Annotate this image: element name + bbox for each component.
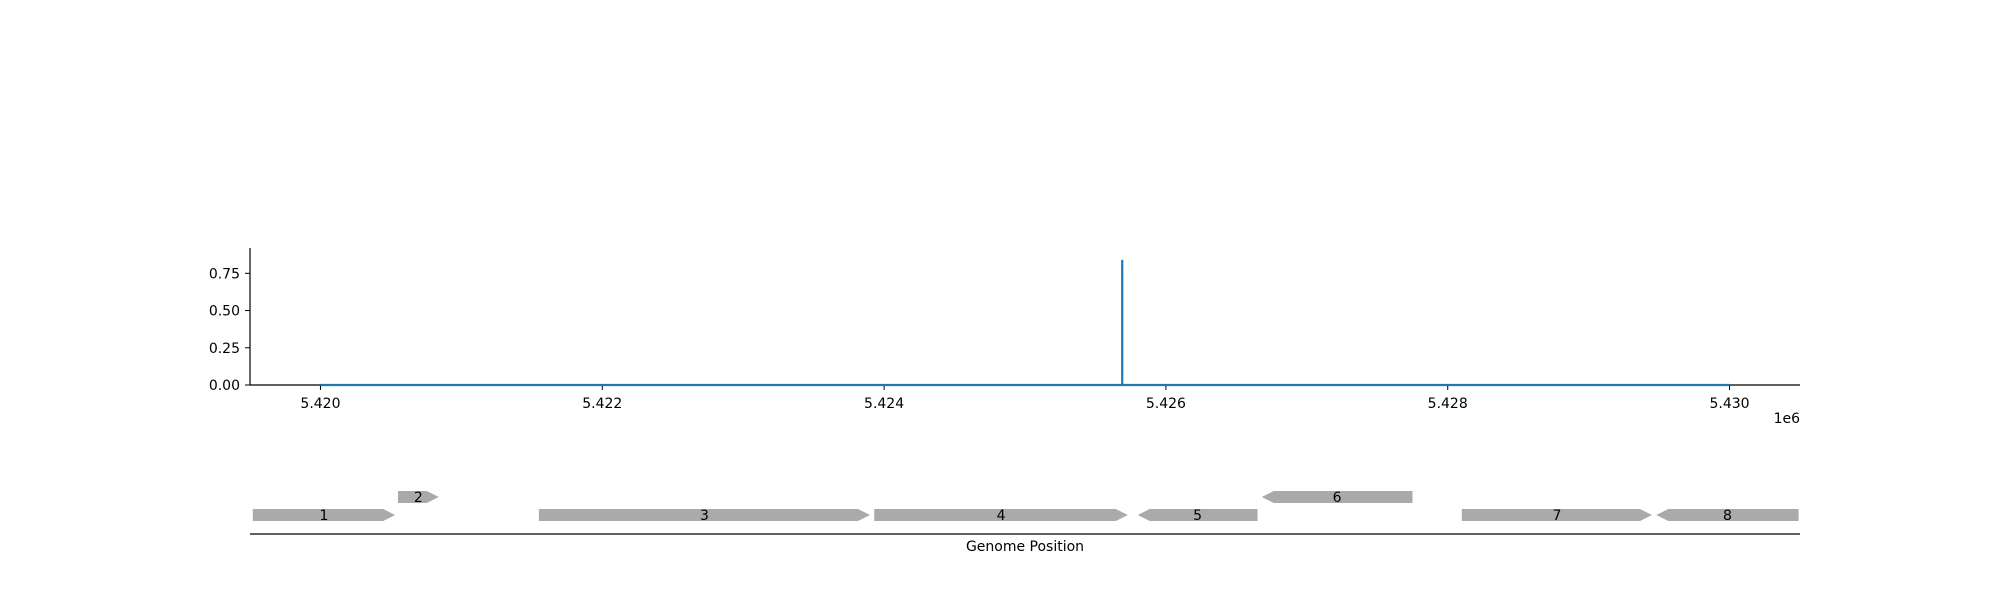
gene-feature-label: 3 bbox=[700, 508, 709, 524]
gene-feature bbox=[1261, 491, 1413, 503]
x-tick-label: 5.424 bbox=[864, 396, 904, 412]
gene-features: 1 2 3 4 5 6 7 8 bbox=[252, 490, 1799, 524]
gene-feature bbox=[1656, 509, 1799, 521]
x-tick-label: 5.428 bbox=[1428, 396, 1468, 412]
coverage-axes: 0.00 0.25 0.50 0.75 5.420 5.422 5.424 5.426 5.42… bbox=[209, 248, 1800, 412]
x-tick-label: 5.422 bbox=[582, 396, 622, 412]
y-tick-label: 0.00 bbox=[209, 378, 240, 394]
gene-feature bbox=[1461, 509, 1653, 521]
x-tick-label: 5.426 bbox=[1146, 396, 1186, 412]
gene-feature bbox=[252, 509, 396, 521]
gene-feature bbox=[538, 509, 870, 521]
gene-feature bbox=[874, 509, 1128, 521]
gene-feature-label: 4 bbox=[997, 508, 1006, 524]
gene-feature bbox=[1137, 509, 1258, 521]
gene-feature-label: 1 bbox=[320, 508, 329, 524]
x-offset-label: 1e6 bbox=[1774, 411, 1801, 427]
gene-track: 1 2 3 4 5 6 7 8 Genome Position bbox=[250, 490, 1800, 555]
gene-track-xlabel: Genome Position bbox=[966, 539, 1084, 555]
gene-feature-label: 2 bbox=[414, 490, 423, 506]
y-tick-label: 0.25 bbox=[209, 341, 240, 357]
y-tick-label: 0.75 bbox=[209, 266, 240, 282]
x-tick-label: 5.430 bbox=[1709, 396, 1749, 412]
gene-feature-label: 6 bbox=[1333, 490, 1342, 506]
gene-feature bbox=[397, 491, 439, 503]
y-tick-label: 0.50 bbox=[209, 304, 240, 320]
coverage-plot: 0.00 0.25 0.50 0.75 5.420 5.422 5.424 5.426 5.42… bbox=[209, 248, 1800, 427]
gene-feature-label: 5 bbox=[1193, 508, 1202, 524]
x-tick-label: 5.420 bbox=[300, 396, 340, 412]
coverage-series bbox=[320, 259, 1730, 387]
gene-feature-label: 8 bbox=[1723, 508, 1732, 524]
gene-feature-label: 7 bbox=[1552, 508, 1561, 524]
coverage-line bbox=[320, 259, 1730, 387]
